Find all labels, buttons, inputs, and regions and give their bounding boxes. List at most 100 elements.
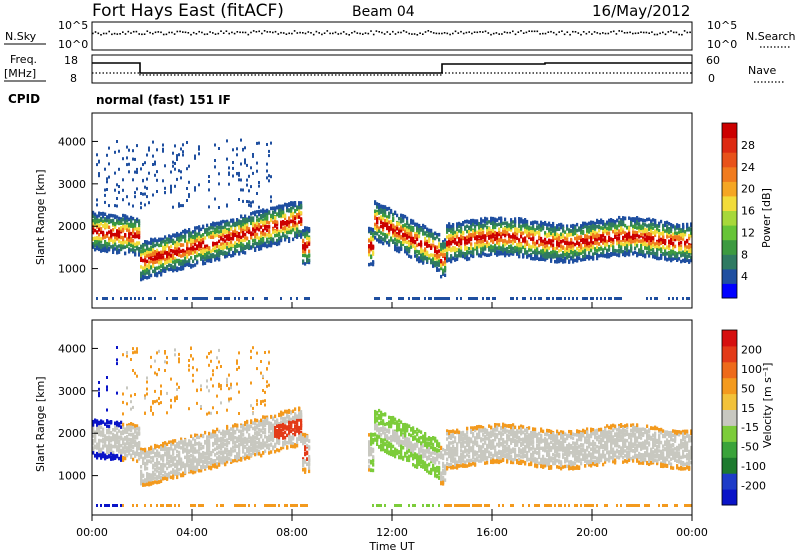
echo-cell bbox=[384, 208, 387, 213]
echo-cell bbox=[686, 256, 689, 260]
echo-cell bbox=[506, 240, 509, 244]
echo-cell bbox=[176, 244, 179, 248]
echo-cell bbox=[410, 218, 413, 223]
echo-cell bbox=[442, 252, 445, 257]
echo-cell bbox=[96, 217, 99, 222]
echo-cell bbox=[500, 247, 503, 251]
echo-cell bbox=[520, 227, 523, 231]
echo-cell bbox=[598, 233, 601, 238]
echo-cell bbox=[608, 253, 611, 257]
echo-cell bbox=[222, 251, 225, 255]
echo-cell bbox=[164, 249, 167, 253]
echo-cell bbox=[150, 241, 153, 245]
echo-cell bbox=[290, 228, 293, 233]
noise-point bbox=[591, 33, 593, 35]
echo-cell bbox=[126, 195, 128, 199]
echo-cell bbox=[660, 219, 663, 224]
colorbar-tick-label: 24 bbox=[741, 161, 755, 174]
noise-point bbox=[517, 31, 520, 33]
echo-cell bbox=[432, 234, 435, 238]
echo-cell bbox=[478, 227, 481, 231]
echo-cell bbox=[442, 242, 445, 246]
echo-cell bbox=[200, 257, 203, 261]
echo-cell bbox=[602, 238, 605, 242]
echo-cell bbox=[146, 276, 149, 280]
echo-cell bbox=[516, 252, 519, 256]
echo-cell bbox=[268, 230, 271, 234]
echo-cell bbox=[206, 244, 209, 248]
echo-cell bbox=[678, 250, 681, 255]
echo-cell bbox=[376, 209, 379, 214]
echo-cell bbox=[210, 259, 213, 263]
echo-cell bbox=[144, 185, 146, 189]
noise-point bbox=[419, 32, 421, 34]
echo-cell bbox=[514, 223, 517, 228]
echo-cell bbox=[446, 247, 449, 251]
echo-cell bbox=[646, 217, 649, 222]
echo-cell bbox=[674, 225, 677, 229]
echo-cell bbox=[626, 249, 629, 253]
echo-cell bbox=[404, 240, 407, 244]
echo-cell bbox=[144, 259, 147, 263]
echo-cell bbox=[666, 224, 669, 228]
echo-cell bbox=[402, 233, 405, 238]
echo-cell bbox=[214, 297, 216, 300]
echo-cell bbox=[436, 235, 439, 239]
echo-cell bbox=[438, 244, 441, 249]
echo-cell bbox=[534, 257, 537, 261]
echo-cell bbox=[154, 173, 156, 177]
echo-cell bbox=[296, 234, 299, 238]
echo-cell bbox=[636, 226, 639, 230]
noise-point bbox=[190, 33, 192, 36]
echo-cell bbox=[106, 218, 109, 223]
echo-cell bbox=[394, 232, 397, 236]
echo-cell bbox=[414, 240, 417, 244]
echo-cell bbox=[108, 236, 111, 241]
echo-cell bbox=[392, 217, 395, 221]
echo-cell bbox=[512, 238, 515, 242]
echo-cell bbox=[206, 248, 209, 253]
echo-cell bbox=[236, 222, 239, 226]
echo-cell bbox=[590, 232, 593, 236]
echo-cell bbox=[466, 246, 469, 251]
echo-cell bbox=[280, 225, 283, 229]
echo-cell bbox=[174, 243, 177, 247]
echo-cell bbox=[472, 297, 474, 300]
echo-cell bbox=[424, 297, 426, 300]
echo-cell bbox=[502, 232, 505, 236]
echo-cell bbox=[280, 213, 283, 218]
echo-cell bbox=[122, 198, 124, 202]
echo-cell bbox=[100, 217, 103, 222]
noise-point bbox=[367, 32, 370, 35]
echo-cell bbox=[122, 224, 125, 229]
noise-point bbox=[356, 32, 359, 34]
echo-cell bbox=[226, 246, 229, 250]
echo-cell bbox=[396, 233, 399, 238]
echo-cell bbox=[412, 226, 415, 230]
echo-cell bbox=[566, 224, 569, 228]
echo-cell bbox=[218, 244, 221, 249]
echo-cell bbox=[298, 206, 301, 210]
echo-cell bbox=[514, 239, 517, 243]
echo-cell bbox=[600, 253, 603, 258]
echo-cell bbox=[526, 255, 529, 259]
echo-cell bbox=[136, 219, 139, 224]
echo-cell bbox=[264, 226, 267, 231]
echo-cell bbox=[488, 236, 491, 240]
noise-point bbox=[102, 32, 105, 35]
echo-cell bbox=[556, 260, 559, 264]
echo-cell bbox=[176, 266, 179, 270]
echo-cell bbox=[116, 237, 119, 241]
echo-cell bbox=[104, 217, 107, 221]
echo-cell bbox=[486, 217, 489, 221]
echo-cell bbox=[372, 245, 375, 249]
echo-cell bbox=[214, 246, 217, 250]
echo-cell bbox=[114, 222, 117, 227]
echo-cell bbox=[648, 225, 651, 229]
echo-cell bbox=[382, 232, 385, 236]
echo-cell bbox=[630, 235, 633, 240]
echo-cell bbox=[188, 180, 190, 184]
echo-cell bbox=[474, 243, 477, 247]
echo-cell bbox=[462, 254, 465, 259]
echo-cell bbox=[578, 250, 581, 255]
